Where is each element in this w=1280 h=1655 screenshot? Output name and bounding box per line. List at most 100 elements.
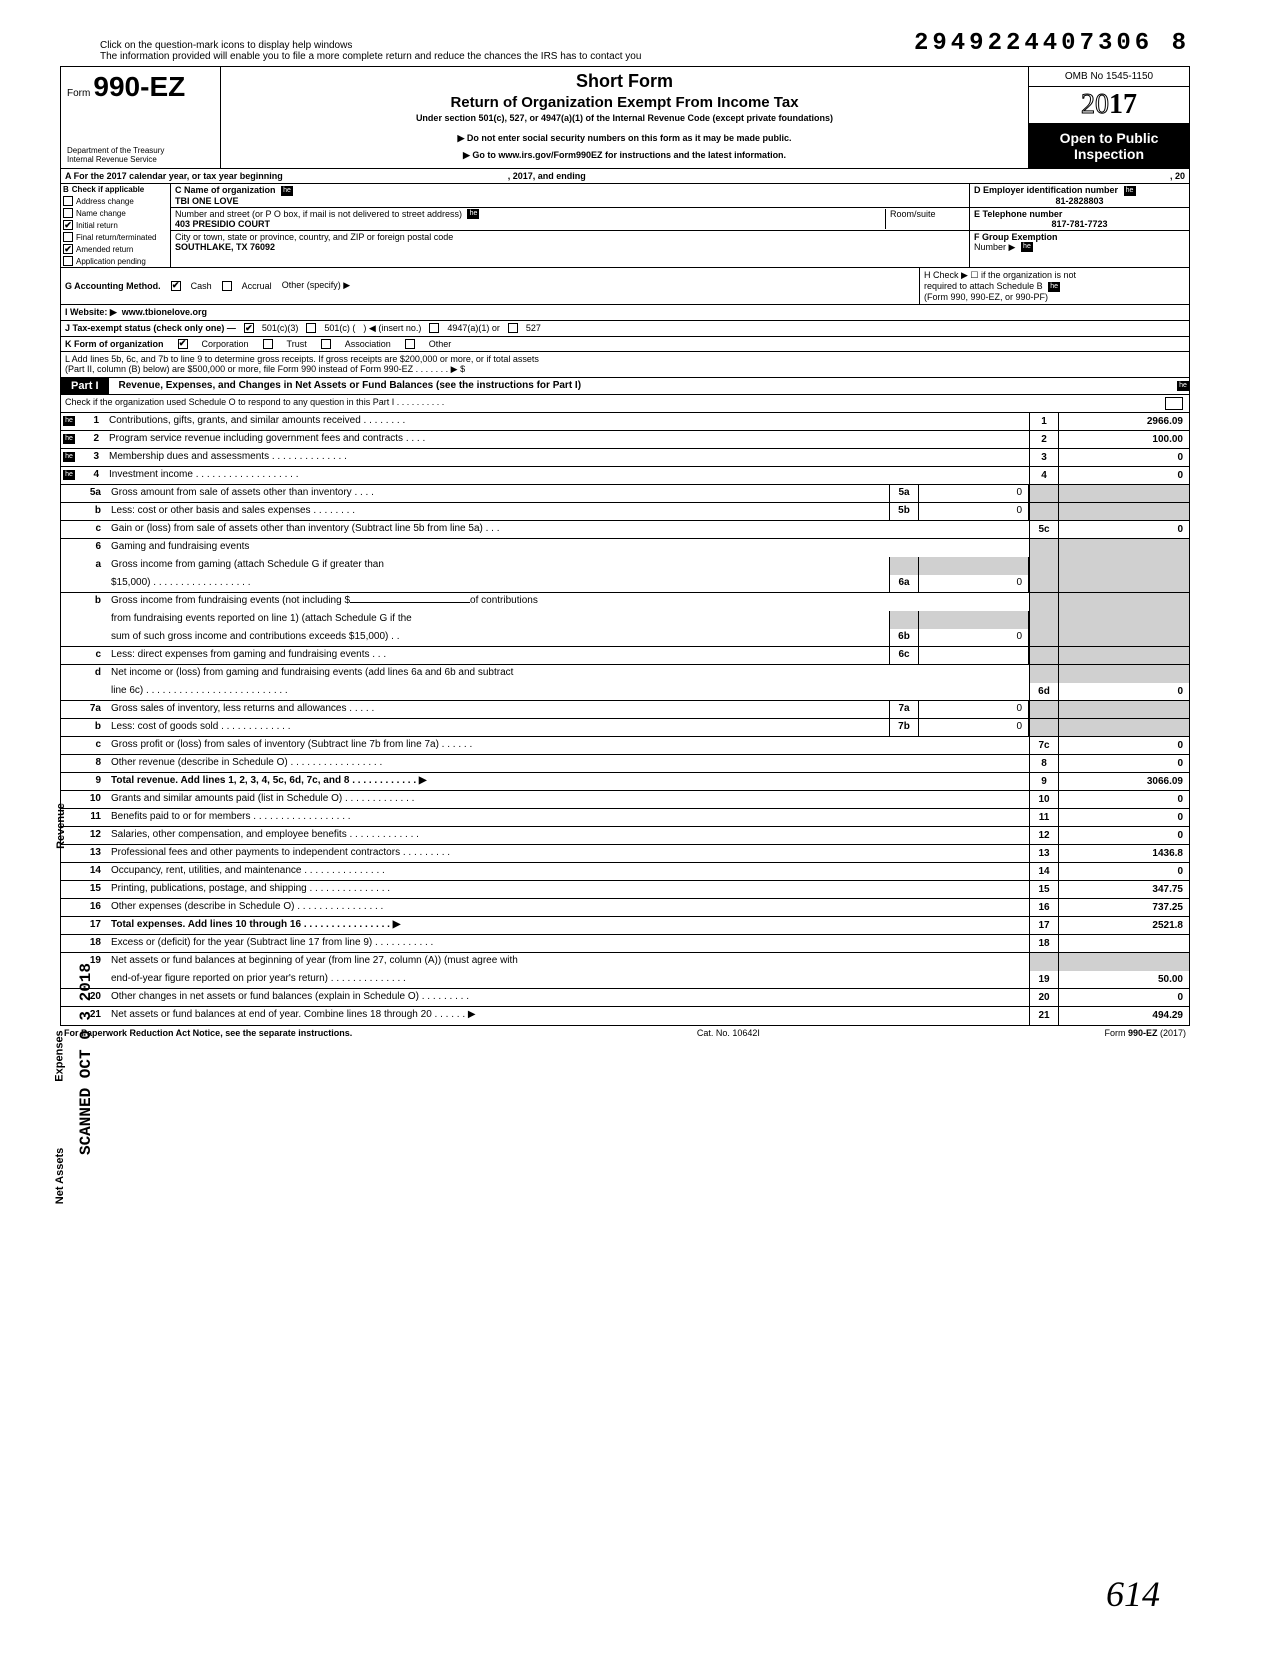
dept-irs: Internal Revenue Service (67, 155, 214, 164)
part1-badge: Part I (61, 378, 109, 394)
chk-assoc[interactable] (321, 339, 331, 349)
open-to-public: Open to Public Inspection (1029, 124, 1189, 168)
block-bcdef: B Check if applicable Address change Nam… (61, 184, 1189, 268)
handwritten-note: 614 (1106, 1573, 1160, 1615)
part1-title: Revenue, Expenses, and Changes in Net As… (109, 378, 1174, 393)
check-o-box[interactable] (1165, 397, 1183, 410)
chk-4947[interactable] (429, 323, 439, 333)
chk-app[interactable]: Application pending (61, 255, 170, 267)
b-header: B Check if applicable (61, 184, 170, 195)
row-g: G Accounting Method. ✔Cash Accrual Other… (61, 268, 919, 304)
k-trust: Trust (287, 339, 307, 349)
line-6c: cLess: direct expenses from gaming and f… (61, 647, 1189, 665)
chk-trust[interactable] (263, 339, 273, 349)
line-12: 12Salaries, other compensation, and empl… (61, 827, 1189, 845)
room-suite: Room/suite (885, 209, 965, 230)
dln-number: 2949224407306 8 (914, 30, 1190, 57)
chk-cash[interactable]: ✔ (171, 281, 181, 291)
line-7c: cGross profit or (loss) from sales of in… (61, 737, 1189, 755)
e-phone-value: 817-781-7723 (974, 219, 1185, 229)
k-label: K Form of organization (65, 339, 164, 349)
help-icon[interactable]: he (63, 470, 75, 480)
line-3: he 3Membership dues and assessments . . … (61, 449, 1189, 467)
d-ein-value: 81-2828803 (974, 196, 1185, 206)
row-a-label: A For the 2017 calendar year, or tax yea… (61, 169, 1029, 183)
side-netassets: Net Assets (54, 1148, 66, 1204)
help-icon[interactable]: he (63, 452, 75, 462)
c-label: C Name of organization (175, 185, 276, 195)
chk-name[interactable]: Name change (61, 207, 170, 219)
help-icon[interactable]: he (63, 434, 75, 444)
g-accrual: Accrual (242, 281, 272, 291)
row-a-end: , 20 (1029, 169, 1189, 183)
line-4: he 4Investment income . . . . . . . . . … (61, 467, 1189, 485)
footer-left: For Paperwork Reduction Act Notice, see … (64, 1028, 352, 1038)
c-name: C Name of organization he TBI ONE LOVE (171, 184, 969, 208)
chk-amended[interactable]: ✔Amended return (61, 243, 170, 255)
line-19-2: end-of-year figure reported on prior yea… (61, 971, 1189, 989)
k-assoc: Association (345, 339, 391, 349)
line-6d-2: line 6c) . . . . . . . . . . . . . . . .… (61, 683, 1189, 701)
chk-address[interactable]: Address change (61, 195, 170, 207)
h-label: H Check ▶ ☐ if the organization is not (924, 270, 1076, 280)
j-501c: 501(c) ( (324, 323, 355, 333)
line-10: 10Grants and similar amounts paid (list … (61, 791, 1189, 809)
row-k: K Form of organization ✔ Corporation Trus… (61, 337, 1189, 352)
line-6d-1: dNet income or (loss) from gaming and fu… (61, 665, 1189, 683)
footer: For Paperwork Reduction Act Notice, see … (60, 1026, 1190, 1040)
line-9: 9Total revenue. Add lines 1, 2, 3, 4, 5c… (61, 773, 1189, 791)
form-container: Form 990-EZ Department of the Treasury I… (60, 66, 1190, 1026)
line-18: 18Excess or (deficit) for the year (Subt… (61, 935, 1189, 953)
street-label: Number and street (or P O box, if mail i… (175, 209, 462, 219)
line-5a: 5aGross amount from sale of assets other… (61, 485, 1189, 503)
chk-501c3[interactable]: ✔ (244, 323, 254, 333)
d-ein: D Employer identification number he 81-2… (970, 184, 1189, 208)
line-14: 14Occupancy, rent, utilities, and mainte… (61, 863, 1189, 881)
row-l: L Add lines 5b, 6c, and 7b to line 9 to … (61, 352, 1189, 378)
line-5b: bLess: cost or other basis and sales exp… (61, 503, 1189, 521)
omb-number: OMB No 1545-1150 (1029, 67, 1189, 87)
line-16: 16Other expenses (describe in Schedule O… (61, 899, 1189, 917)
line-5c: cGain or (loss) from sale of assets othe… (61, 521, 1189, 539)
help-icon[interactable]: he (63, 416, 75, 426)
help-icon[interactable]: he (281, 186, 293, 196)
chk-527[interactable] (508, 323, 518, 333)
help-icon[interactable]: he (1021, 242, 1033, 252)
check-if-label: Check if applicable (72, 185, 144, 194)
row-j: J Tax-exempt status (check only one) — ✔… (61, 321, 1189, 337)
line-6: 6Gaming and fundraising events (61, 539, 1189, 557)
chk-501c[interactable] (306, 323, 316, 333)
city-value: SOUTHLAKE, TX 76092 (175, 242, 275, 252)
chk-initial[interactable]: ✔Initial return (61, 219, 170, 231)
help-icon[interactable]: he (467, 209, 479, 219)
line-21: 21Net assets or fund balances at end of … (61, 1007, 1189, 1025)
street-line: Number and street (or P O box, if mail i… (171, 208, 969, 232)
chk-accrual[interactable] (222, 281, 232, 291)
year-20: 20 (1081, 89, 1109, 120)
j-527: 527 (526, 323, 541, 333)
row-i: I Website: ▶ www.tbionelove.org (61, 305, 1189, 321)
help-icon[interactable]: he (1124, 186, 1136, 196)
col-def: D Employer identification number he 81-2… (969, 184, 1189, 267)
goto-url: ▶ Go to www.irs.gov/Form990EZ for instru… (229, 150, 1020, 161)
d-label: D Employer identification number (974, 185, 1118, 195)
street-value: 403 PRESIDIO COURT (175, 219, 270, 229)
help-icon[interactable]: he (1048, 282, 1060, 292)
g-cash: Cash (191, 281, 212, 291)
chk-other[interactable] (405, 339, 415, 349)
chk-corp[interactable]: ✔ (178, 339, 188, 349)
header-left: Form 990-EZ Department of the Treasury I… (61, 67, 221, 168)
under-section: Under section 501(c), 527, or 4947(a)(1)… (229, 113, 1020, 123)
line-20: 20Other changes in net assets or fund ba… (61, 989, 1189, 1007)
k-corp: Corporation (202, 339, 249, 349)
e-phone: E Telephone number 817-781-7723 (970, 208, 1189, 231)
chk-final[interactable]: Final return/terminated (61, 231, 170, 243)
help-icon[interactable]: he (1177, 381, 1189, 391)
j-insert: ) ◀ (insert no.) (363, 323, 421, 334)
return-title: Return of Organization Exempt From Incom… (229, 94, 1020, 111)
part1-header: Part I Revenue, Expenses, and Changes in… (61, 378, 1189, 395)
line-15: 15Printing, publications, postage, and s… (61, 881, 1189, 899)
i-website: www.tbionelove.org (122, 307, 207, 318)
f-group: F Group Exemption Number ▶ he (970, 231, 1189, 254)
tax-year: 2017 (1029, 87, 1189, 124)
